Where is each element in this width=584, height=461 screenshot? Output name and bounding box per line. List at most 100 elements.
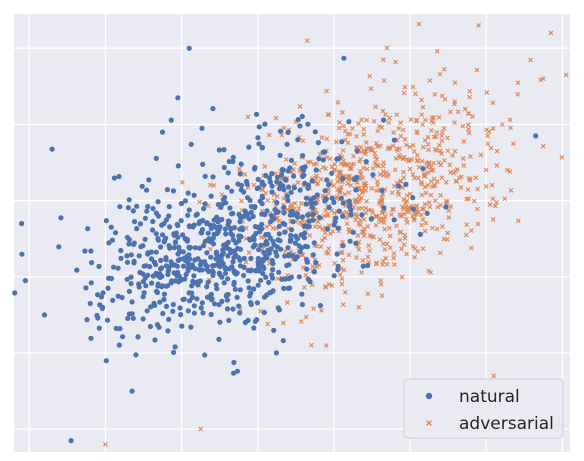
point-natural <box>331 199 337 205</box>
point-adversarial <box>431 160 436 166</box>
point-adversarial <box>365 291 371 297</box>
point-adversarial <box>418 179 424 185</box>
point-natural <box>274 179 280 185</box>
point-natural <box>245 317 251 323</box>
point-natural <box>285 168 291 174</box>
point-adversarial <box>366 243 372 249</box>
point-natural <box>332 219 338 225</box>
point-natural <box>175 269 181 276</box>
point-natural <box>115 265 121 271</box>
point-natural <box>171 349 177 355</box>
point-natural <box>299 291 305 297</box>
point-natural <box>251 286 257 292</box>
point-natural <box>305 212 311 218</box>
point-adversarial <box>322 230 328 236</box>
point-adversarial <box>356 159 362 165</box>
point-adversarial <box>430 120 436 126</box>
point-adversarial <box>458 185 464 190</box>
point-natural <box>222 226 228 232</box>
point-adversarial <box>363 140 369 145</box>
point-adversarial <box>488 145 494 151</box>
point-natural <box>248 300 254 306</box>
point-natural <box>303 195 309 201</box>
point-natural <box>252 318 258 324</box>
point-adversarial <box>439 133 445 139</box>
point-natural <box>111 264 117 270</box>
point-adversarial <box>415 175 421 181</box>
point-adversarial <box>436 142 442 148</box>
point-adversarial <box>441 125 447 131</box>
point-natural <box>198 305 204 311</box>
point-natural <box>290 219 296 225</box>
point-natural <box>216 336 222 342</box>
point-adversarial <box>439 175 445 181</box>
point-adversarial <box>471 198 477 204</box>
point-natural <box>157 299 163 305</box>
point-natural <box>320 157 326 163</box>
point-adversarial <box>464 222 470 228</box>
point-natural <box>266 250 272 256</box>
point-adversarial <box>258 234 264 240</box>
point-natural <box>301 167 307 173</box>
point-natural <box>260 264 266 270</box>
point-natural <box>288 157 294 163</box>
point-adversarial <box>421 171 427 177</box>
point-adversarial <box>452 98 458 104</box>
point-adversarial <box>466 130 472 136</box>
point-natural <box>346 204 353 210</box>
point-adversarial <box>345 181 351 187</box>
point-natural <box>259 179 265 185</box>
point-adversarial <box>353 217 358 223</box>
point-adversarial <box>396 192 402 197</box>
point-natural <box>200 161 206 167</box>
point-adversarial <box>381 78 387 84</box>
point-adversarial <box>380 209 386 215</box>
point-natural <box>97 302 103 308</box>
point-adversarial <box>263 190 269 196</box>
point-natural <box>177 256 183 262</box>
point-natural <box>295 117 301 123</box>
point-natural <box>340 243 346 249</box>
point-natural <box>161 291 167 297</box>
point-adversarial <box>351 161 357 167</box>
point-adversarial <box>408 117 414 123</box>
point-natural <box>224 184 230 190</box>
point-natural <box>311 269 317 275</box>
point-natural <box>146 177 152 183</box>
point-adversarial <box>510 141 516 147</box>
point-adversarial <box>376 123 382 129</box>
point-natural <box>236 303 242 309</box>
point-adversarial <box>443 179 449 185</box>
point-natural <box>248 209 254 215</box>
point-natural <box>140 294 146 300</box>
point-adversarial <box>396 125 402 131</box>
point-adversarial <box>251 182 257 188</box>
point-natural <box>117 204 123 210</box>
point-adversarial <box>318 244 324 250</box>
point-natural <box>150 218 156 225</box>
point-adversarial <box>322 235 328 241</box>
point-natural <box>231 269 237 275</box>
point-natural <box>191 310 197 316</box>
point-natural <box>159 232 166 238</box>
point-adversarial <box>426 200 432 205</box>
point-adversarial <box>436 114 442 120</box>
point-natural <box>282 253 288 259</box>
point-adversarial <box>487 202 493 207</box>
point-natural <box>317 302 323 309</box>
point-natural <box>229 188 235 194</box>
point-adversarial <box>284 300 290 305</box>
point-adversarial <box>404 198 410 204</box>
point-natural <box>348 211 354 218</box>
point-natural <box>110 297 116 303</box>
point-adversarial <box>391 255 397 261</box>
point-natural <box>128 274 134 280</box>
point-natural <box>365 262 371 269</box>
point-natural <box>294 214 301 220</box>
point-natural <box>262 121 268 127</box>
point-natural <box>443 204 449 210</box>
point-adversarial <box>410 142 416 148</box>
point-adversarial <box>453 178 459 184</box>
point-natural <box>133 352 139 358</box>
point-adversarial <box>398 133 404 139</box>
